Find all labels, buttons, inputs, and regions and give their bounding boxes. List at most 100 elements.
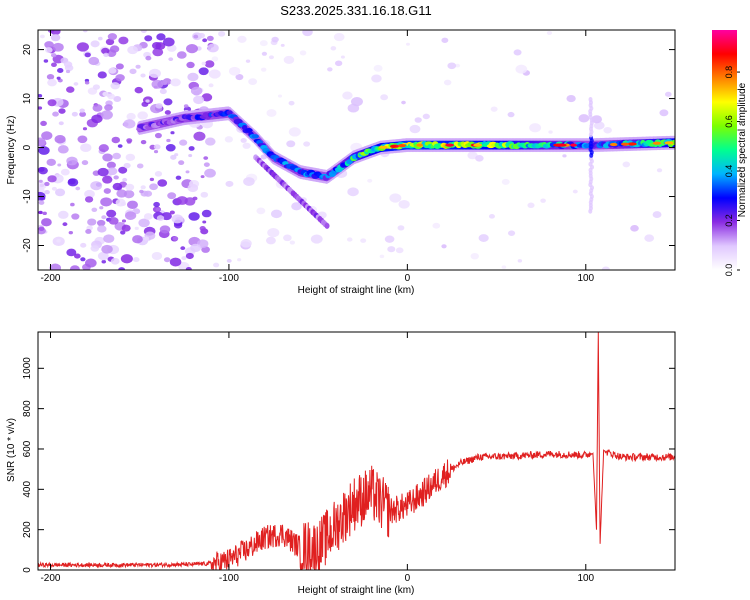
noise-speckle bbox=[118, 166, 128, 174]
noise-speckle bbox=[143, 213, 153, 220]
noise-speckle bbox=[207, 43, 219, 53]
snr-x-axis: -200 -100 0 100 bbox=[40, 332, 595, 584]
noise-speckle bbox=[529, 123, 542, 133]
noise-speckle bbox=[185, 266, 192, 270]
y-tick-label: 0 bbox=[22, 567, 33, 573]
noise-speckle bbox=[136, 163, 144, 169]
noise-speckle bbox=[103, 234, 115, 243]
track-hotspot bbox=[570, 143, 577, 147]
noise-speckle bbox=[409, 124, 421, 134]
noise-speckle bbox=[384, 235, 395, 243]
y-tick-label: -10 bbox=[22, 189, 33, 204]
noise-speckle bbox=[134, 226, 139, 230]
noise-speckle bbox=[188, 154, 193, 158]
noise-speckle bbox=[100, 197, 113, 207]
noise-speckle bbox=[66, 248, 77, 257]
noise-speckle bbox=[47, 78, 57, 87]
noise-speckle bbox=[101, 215, 107, 220]
noise-speckle bbox=[228, 66, 241, 76]
noise-speckle bbox=[155, 103, 163, 109]
noise-speckle bbox=[630, 224, 639, 232]
noise-speckle bbox=[41, 131, 53, 140]
x-tick-label: 0 bbox=[405, 273, 411, 284]
noise-speckle bbox=[77, 135, 88, 144]
noise-speckle bbox=[82, 127, 88, 131]
spectrogram-y-label: Frequency (Hz) bbox=[6, 116, 17, 185]
noise-speckle bbox=[145, 99, 150, 103]
noise-speckle bbox=[80, 257, 86, 262]
noise-speckle bbox=[135, 64, 141, 69]
noise-speckle bbox=[256, 207, 266, 215]
noise-speckle bbox=[193, 131, 206, 141]
noise-speckle bbox=[38, 226, 45, 232]
noise-speckle bbox=[154, 171, 163, 177]
noise-speckle bbox=[38, 210, 43, 215]
noise-speckle bbox=[283, 234, 292, 242]
noise-speckle bbox=[97, 251, 109, 261]
noise-speckle bbox=[199, 226, 206, 231]
noise-speckle bbox=[108, 67, 117, 74]
noise-speckle bbox=[187, 183, 199, 193]
noise-speckle bbox=[103, 188, 112, 194]
noise-speckle bbox=[155, 207, 161, 212]
noise-speckle bbox=[277, 94, 283, 98]
noise-speckle bbox=[237, 258, 242, 262]
noise-speckle bbox=[340, 55, 345, 59]
noise-speckle bbox=[387, 246, 396, 253]
noise-speckle bbox=[157, 179, 168, 187]
noise-speckle bbox=[115, 74, 125, 82]
noise-speckle bbox=[171, 214, 184, 224]
noise-speckle bbox=[360, 238, 367, 243]
track-core bbox=[245, 127, 253, 133]
noise-speckle bbox=[121, 224, 131, 232]
noise-speckle bbox=[303, 141, 311, 147]
noise-speckle bbox=[140, 140, 147, 145]
noise-speckle bbox=[242, 142, 251, 149]
noise-speckle bbox=[68, 230, 74, 235]
noise-speckle bbox=[102, 91, 109, 97]
noise-speckle bbox=[186, 61, 195, 69]
noise-speckle bbox=[291, 202, 302, 211]
noise-speckle bbox=[140, 185, 146, 190]
noise-speckle bbox=[159, 88, 167, 95]
noise-speckle bbox=[118, 267, 126, 270]
noise-speckle bbox=[414, 117, 422, 123]
noise-speckle bbox=[572, 189, 578, 194]
noise-speckle bbox=[55, 188, 66, 197]
noise-speckle bbox=[108, 217, 119, 225]
noise-speckle bbox=[84, 52, 91, 58]
noise-speckle bbox=[117, 144, 123, 148]
track-hotspot bbox=[664, 141, 674, 145]
noise-speckle bbox=[57, 163, 62, 167]
track-hotspot bbox=[416, 143, 423, 147]
noise-speckle bbox=[180, 246, 186, 251]
x-tick-label: 100 bbox=[577, 573, 594, 584]
noise-speckle bbox=[310, 234, 323, 244]
noise-speckle bbox=[347, 187, 359, 197]
snr-panel: -200 -100 0 100 0 200 400 600 800 1000 Height of… bbox=[6, 331, 676, 596]
y-tick-label: 800 bbox=[22, 400, 33, 417]
noise-speckle bbox=[41, 218, 52, 227]
noise-speckle bbox=[170, 131, 175, 135]
noise-speckle bbox=[240, 239, 252, 248]
noise-speckle bbox=[38, 146, 50, 155]
noise-speckle bbox=[102, 175, 113, 184]
noise-speckle bbox=[91, 114, 103, 124]
noise-speckle bbox=[422, 113, 430, 120]
noise-speckle bbox=[406, 42, 410, 46]
noise-speckle bbox=[38, 181, 47, 190]
noise-speckle bbox=[380, 94, 389, 101]
noise-speckle bbox=[76, 42, 89, 52]
colorbar-gradient bbox=[712, 30, 737, 270]
spectrogram-y-axis: -20 -10 0 10 20 bbox=[22, 44, 675, 253]
noise-speckle bbox=[397, 225, 405, 231]
track-hotspot bbox=[621, 142, 630, 146]
noise-speckle bbox=[120, 254, 133, 264]
noise-speckle bbox=[490, 106, 498, 112]
colorbar-tick-label: 0.4 bbox=[724, 165, 734, 178]
noise-speckle bbox=[57, 145, 69, 154]
spectrogram-x-label: Height of straight line (km) bbox=[298, 285, 415, 296]
noise-speckle bbox=[116, 189, 128, 198]
noise-speckle bbox=[113, 96, 122, 103]
noise-speckle bbox=[44, 41, 54, 49]
